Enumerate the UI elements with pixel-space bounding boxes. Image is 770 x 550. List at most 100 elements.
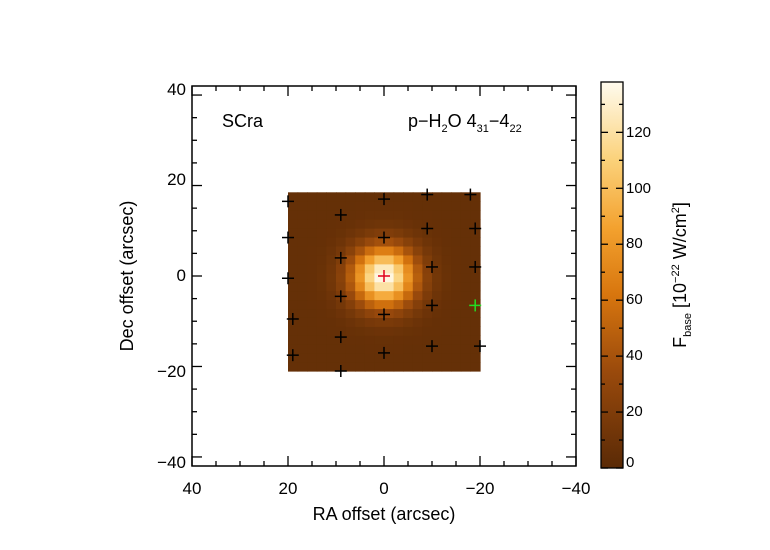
heatmap-cell [441,272,452,283]
heatmap-cell [460,236,471,247]
heatmap-cell [297,245,308,256]
line-label-sub1: 2 [442,123,448,135]
heatmap-cell [297,326,308,336]
spaxel-marker [469,260,482,273]
heatmap-cell [470,281,481,292]
heatmap-cell [441,299,452,310]
colorbar-tick-label: 40 [626,347,643,364]
heatmap-cell [364,281,375,292]
heatmap-cell [384,254,395,265]
heatmap-cell [374,210,385,220]
heatmap-cell [326,192,337,202]
colorbar-tick-label: 20 [626,403,643,420]
heatmap-cell [460,245,471,256]
heatmap-cell [403,335,414,345]
spaxel-marker [286,312,299,325]
heatmap-cell [441,192,452,202]
heatmap-cell [460,362,471,372]
spaxel-marker [378,308,390,321]
heatmap-cell [374,201,385,211]
heatmap-cell [297,254,308,265]
colorbar-tick-label: 100 [626,180,651,197]
heatmap-cell [355,219,366,229]
heatmap-cell [412,326,423,336]
heatmap-cell [364,290,375,301]
heatmap-cell [403,299,414,310]
heatmap-cell [326,308,337,318]
heatmap-cell [355,192,366,202]
spaxel-marker [469,299,482,312]
heatmap-cell [374,236,385,247]
heatmap-cell [393,236,404,247]
heatmap-cell [451,353,462,363]
heatmap-cell [393,335,404,345]
heatmap-cell [307,335,318,345]
heatmap-cell [374,326,385,336]
heatmap-cell [336,192,347,202]
heatmap-cell [422,353,433,363]
spaxel-marker [334,251,347,264]
heatmap-cell [422,317,433,327]
heatmap-cell [336,236,347,247]
heatmap-cell [288,326,299,336]
heatmap-cell [432,317,443,327]
heatmap-cell [403,290,414,301]
heatmap-cell [364,236,375,247]
heatmap-cell [470,326,481,336]
y-tick-label: −40 [157,453,186,472]
colorbar-tick-label: 0 [626,454,634,471]
heatmap-cell [355,299,366,310]
heatmap-cell [460,281,471,292]
heatmap-cell [441,245,452,256]
heatmap-cell [355,245,366,256]
heatmap-cell [355,344,366,354]
heatmap-cell [297,263,308,274]
heatmap-cell [460,272,471,283]
heatmap-cell [470,290,481,301]
heatmap-cell [412,263,423,274]
spaxel-marker [464,188,477,201]
heatmap-cell [297,344,308,354]
heatmap-cell [441,317,452,327]
heatmap-cell [307,326,318,336]
heatmap-cell [345,299,356,310]
heatmap-cell [374,245,385,256]
heatmap-cell [374,290,385,301]
heatmap-cell [451,228,462,238]
heatmap-cell [364,344,375,354]
x-tick-label: −20 [466,479,495,498]
heatmap-cell [460,308,471,318]
heatmap-cell [441,326,452,336]
colorbar-tick-label: 120 [626,124,651,141]
heatmap-cell [297,210,308,220]
heatmap-cell [326,219,337,229]
y-tick-label: −20 [157,362,186,381]
heatmap-cell [412,201,423,211]
heatmap-cell [422,335,433,345]
heatmap-cell [336,317,347,327]
heatmap-cell [412,335,423,345]
heatmap-cell [364,219,375,229]
heatmap-cell [345,344,356,354]
heatmap-cell [307,290,318,301]
heatmap-cell [384,317,395,327]
heatmap-cell [288,192,299,202]
heatmap-cell [374,228,385,238]
heatmap-cell [336,263,347,274]
heatmap-cell [297,299,308,310]
heatmap-cell [403,219,414,229]
heatmap-cell [374,254,385,265]
heatmap-cell [336,353,347,363]
spaxel-marker [286,349,299,362]
heatmap-cell [393,210,404,220]
x-tick-label: 0 [379,479,388,498]
heatmap-cell [364,326,375,336]
heatmap-cell [422,281,433,292]
colorbar-label: Fbase [10−22 W/cm2] [670,202,694,348]
heatmap-cell [412,290,423,301]
heatmap-cell [432,290,443,301]
heatmap-cell [422,263,433,274]
colorbar-label-exp2: 2 [670,207,682,213]
heatmap-cell [432,236,443,247]
heatmap-cell [451,326,462,336]
